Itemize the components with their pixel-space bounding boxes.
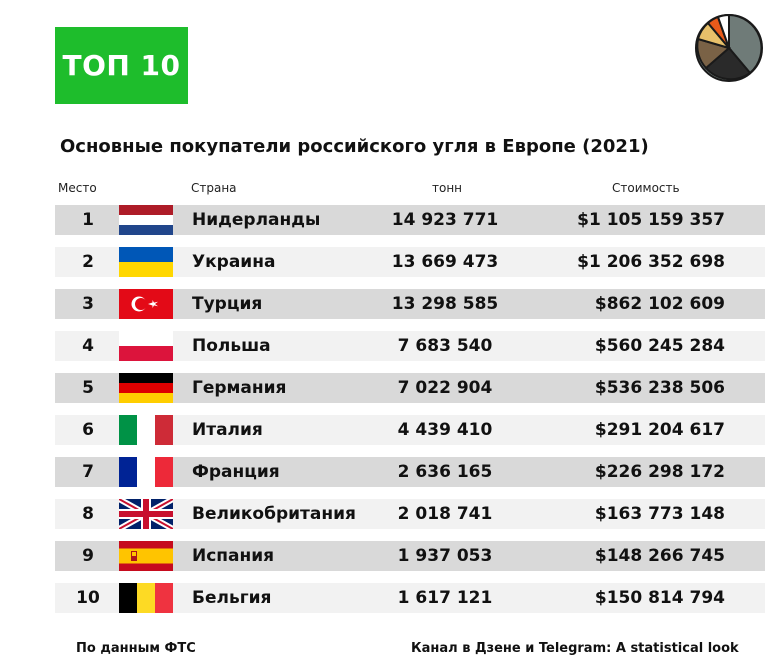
header-country: Страна bbox=[191, 181, 237, 195]
tons-cell: 1 937 053 bbox=[397, 546, 493, 566]
rank-cell: 2 bbox=[82, 252, 94, 272]
poland-flag-icon bbox=[119, 331, 173, 361]
cost-cell: $150 814 794 bbox=[594, 588, 725, 608]
united-kingdom-flag-icon bbox=[119, 499, 173, 529]
source-note: По данным ФТС bbox=[76, 641, 196, 656]
tons-cell: 4 439 410 bbox=[397, 420, 493, 440]
cost-cell: $560 245 284 bbox=[594, 336, 725, 356]
france-flag-icon bbox=[119, 457, 173, 487]
rank-cell: 6 bbox=[82, 420, 94, 440]
channel-note: Канал в Дзене и Telegram: A statistical … bbox=[411, 641, 739, 656]
cost-cell: $536 238 506 bbox=[594, 378, 725, 398]
top10-badge: ТОП 10 bbox=[55, 27, 188, 104]
rank-cell: 5 bbox=[82, 378, 94, 398]
country-cell: Великобритания bbox=[192, 504, 356, 524]
tons-cell: 7 022 904 bbox=[397, 378, 493, 398]
table-row: 6 Италия 4 439 410 $291 204 617 bbox=[55, 415, 765, 445]
rank-cell: 3 bbox=[82, 294, 94, 314]
top10-badge-label: ТОП 10 bbox=[62, 49, 181, 82]
turkey-flag-icon bbox=[119, 289, 173, 319]
country-cell: Украина bbox=[192, 252, 276, 272]
country-cell: Испания bbox=[192, 546, 275, 566]
header-rank: Место bbox=[58, 181, 97, 195]
table-row: 9 Испания 1 937 053 $148 266 745 bbox=[55, 541, 765, 571]
rank-cell: 8 bbox=[82, 504, 94, 524]
italy-flag-icon bbox=[119, 415, 173, 445]
tons-cell: 13 669 473 bbox=[391, 252, 499, 272]
tons-cell: 14 923 771 bbox=[391, 210, 499, 230]
rank-cell: 4 bbox=[82, 336, 94, 356]
rank-cell: 9 bbox=[82, 546, 94, 566]
germany-flag-icon bbox=[119, 373, 173, 403]
country-cell: Италия bbox=[192, 420, 263, 440]
belgium-flag-icon bbox=[119, 583, 173, 613]
page-title: Основные покупатели российского угля в Е… bbox=[60, 136, 649, 157]
pie-chart-logo-icon bbox=[695, 13, 763, 82]
country-cell: Польша bbox=[192, 336, 271, 356]
table-row: 7 Франция 2 636 165 $226 298 172 bbox=[55, 457, 765, 487]
table-row: 10 Бельгия 1 617 121 $150 814 794 bbox=[55, 583, 765, 613]
table-row: 1 Нидерланды 14 923 771 $1 105 159 357 bbox=[55, 205, 765, 235]
tons-cell: 2 636 165 bbox=[397, 462, 493, 482]
country-cell: Нидерланды bbox=[192, 210, 321, 230]
country-cell: Франция bbox=[192, 462, 280, 482]
netherlands-flag-icon bbox=[119, 205, 173, 235]
cost-cell: $148 266 745 bbox=[594, 546, 725, 566]
cost-cell: $291 204 617 bbox=[594, 420, 725, 440]
table-row: 2 Украина 13 669 473 $1 206 352 698 bbox=[55, 247, 765, 277]
rank-cell: 1 bbox=[82, 210, 94, 230]
table-row: 4 Польша 7 683 540 $560 245 284 bbox=[55, 331, 765, 361]
tons-cell: 2 018 741 bbox=[397, 504, 493, 524]
country-cell: Турция bbox=[192, 294, 263, 314]
tons-cell: 7 683 540 bbox=[397, 336, 493, 356]
rank-cell: 7 bbox=[82, 462, 94, 482]
rank-cell: 10 bbox=[76, 588, 100, 608]
header-tons: тонн bbox=[432, 181, 463, 195]
country-cell: Бельгия bbox=[192, 588, 272, 608]
table-row: 8 Великобритания 2 018 741 $163 773 148 bbox=[55, 499, 765, 529]
cost-cell: $226 298 172 bbox=[594, 462, 725, 482]
ukraine-flag-icon bbox=[119, 247, 173, 277]
tons-cell: 13 298 585 bbox=[391, 294, 499, 314]
spain-flag-icon bbox=[119, 541, 173, 571]
tons-cell: 1 617 121 bbox=[397, 588, 493, 608]
cost-cell: $1 206 352 698 bbox=[577, 252, 725, 272]
table-row: 5 Германия 7 022 904 $536 238 506 bbox=[55, 373, 765, 403]
table-row: 3 Турция 13 298 585 $862 102 609 bbox=[55, 289, 765, 319]
header-cost: Стоимость bbox=[612, 181, 680, 195]
cost-cell: $1 105 159 357 bbox=[577, 210, 725, 230]
country-cell: Германия bbox=[192, 378, 287, 398]
cost-cell: $163 773 148 bbox=[594, 504, 725, 524]
cost-cell: $862 102 609 bbox=[594, 294, 725, 314]
